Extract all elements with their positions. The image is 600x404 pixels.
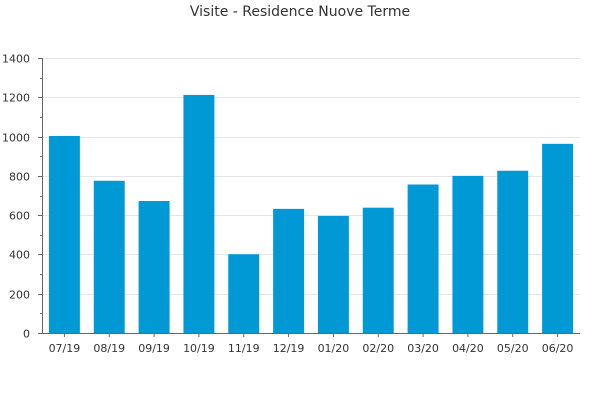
bar-06-20 [542,143,574,333]
bar-01-20 [317,215,349,333]
x-tick-labels: 07/19 08/19 09/19 10/19 11/19 12/19 01/20 02/20… [49,342,574,355]
bar-03-20 [407,184,439,333]
x-tick-label: 03/20 [407,342,439,355]
y-tick-label: 1000 [2,132,30,145]
bar-10-19 [183,94,215,334]
y-tick-label: 0 [23,328,30,341]
y-tick-labels: 0 200 400 600 800 1000 1200 1400 [2,53,30,341]
x-tick-label: 04/20 [452,342,484,355]
bars-layer [48,94,574,334]
bar-04-20 [452,175,484,333]
y-tick-label: 400 [9,249,30,262]
y-tick-label: 800 [9,171,30,184]
x-tick-label: 02/20 [362,342,394,355]
x-tick-label: 08/19 [93,342,125,355]
x-tick-label: 01/20 [318,342,350,355]
x-tick-label: 10/19 [183,342,215,355]
x-tick-label: 06/20 [542,342,574,355]
x-tick-label: 09/19 [138,342,170,355]
bar-08-19 [93,180,125,333]
axis-layer [38,58,580,337]
y-tick-label: 600 [9,210,30,223]
grid-layer [42,58,580,295]
x-tick-label: 12/19 [273,342,305,355]
x-tick-label: 07/19 [49,342,81,355]
y-tick-label: 1200 [2,92,30,105]
y-tick-label: 1400 [2,53,30,66]
bar-05-20 [497,170,529,333]
bar-09-19 [138,201,170,333]
x-tick-label: 05/20 [497,342,529,355]
bar-12-19 [273,208,305,333]
chart-title: Visite - Residence Nuove Terme [189,4,411,20]
bar-07-19 [48,135,80,333]
y-tick-label: 200 [9,289,30,302]
x-tick-label: 11/19 [228,342,260,355]
bar-02-20 [362,207,394,333]
bar-11-19 [228,254,260,333]
